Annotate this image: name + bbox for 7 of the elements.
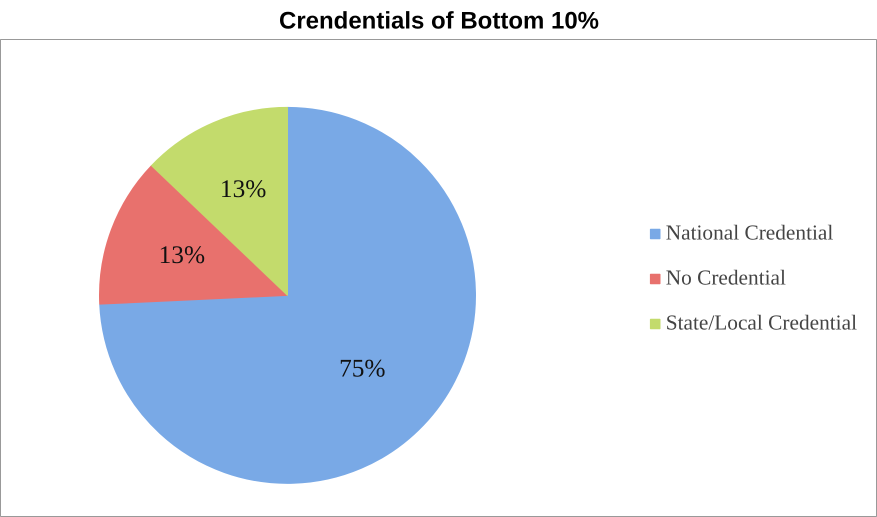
data-label: 75% — [339, 354, 386, 382]
legend-label: No Credential — [666, 266, 786, 290]
data-label: 13% — [220, 175, 266, 204]
legend-label: National Credential — [666, 220, 834, 246]
chart-title: Crendentials of Bottom 10% — [278, 8, 600, 34]
data-label: 13% — [158, 240, 206, 269]
legend-label: State/Local Credential — [666, 310, 857, 336]
